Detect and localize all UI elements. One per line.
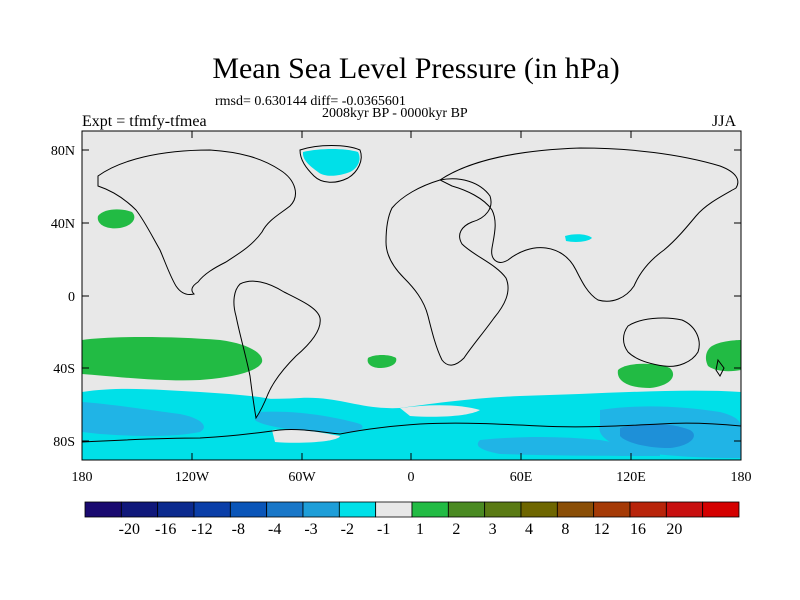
colorbar-swatch (702, 501, 740, 518)
negative-anomaly-patch-2 (255, 411, 363, 433)
colorbar-label: -20 (119, 521, 140, 538)
colorbar-label: 12 (594, 521, 610, 538)
lat-label: 40N (51, 217, 75, 232)
colorbar-label: -1 (377, 521, 390, 538)
colorbar-label: -16 (155, 521, 176, 538)
colorbar-swatch (193, 501, 231, 518)
coast-north-america (97, 149, 296, 295)
positive-anomaly-indian-ocean (617, 363, 674, 388)
negative-anomaly-core-1 (620, 423, 694, 448)
lon-label: 0 (408, 470, 415, 485)
coast-new-zealand (715, 358, 725, 377)
colorbar-label: -8 (232, 521, 245, 538)
colorbar-swatch (520, 501, 558, 518)
colorbar-label: 16 (630, 521, 646, 538)
colorbar-label: -12 (191, 521, 212, 538)
lat-label: 0 (68, 290, 75, 305)
colorbar-swatch (593, 501, 631, 518)
lat-label: 80N (51, 144, 75, 159)
positive-anomaly-south-pacific (82, 337, 263, 381)
colorbar-swatch (375, 501, 413, 518)
colorbar-swatch (84, 501, 122, 518)
colorbar-swatch (302, 501, 340, 518)
colorbar-label: 2 (452, 521, 460, 538)
antarctic-gap-2 (400, 405, 480, 417)
positive-anomaly-south-atlantic (367, 355, 397, 368)
negative-anomaly-patch-1 (82, 402, 204, 436)
colorbar-swatch (665, 501, 704, 518)
colorbar-swatch (556, 501, 595, 518)
colorbar-swatch (120, 501, 159, 518)
coast-asia (439, 147, 739, 302)
experiment-label: Expt = tfmfy-tfmea (82, 113, 207, 130)
colorbar-swatch (484, 501, 522, 518)
lon-label: 120E (616, 470, 646, 485)
lon-label: 180 (731, 470, 752, 485)
colorbar: -20 -16 -12 -8 -4 -3 -2 -1 1 2 3 4 8 12 16 20 (84, 501, 740, 538)
colorbar-swatch (157, 501, 195, 518)
lon-label: 120W (175, 470, 210, 485)
coast-antarctica (81, 422, 742, 443)
coast-south-america (233, 280, 321, 420)
coast-greenland (299, 145, 362, 183)
stats-label: rmsd= 0.630144 diff= -0.0365601 (215, 94, 406, 109)
negative-anomaly-tibet (565, 234, 592, 242)
lon-label: 60W (288, 470, 316, 485)
season-label: JJA (712, 113, 737, 130)
colorbar-swatch (229, 501, 268, 518)
period-label: 2008kyr BP - 0000kyr BP (322, 106, 468, 121)
lat-axis: 80N 40N 0 40S 80S (51, 144, 741, 450)
coastlines (81, 145, 742, 443)
negative-anomaly-patch-3 (477, 437, 660, 456)
colorbar-swatch (338, 501, 377, 518)
coast-australia (623, 317, 700, 367)
lon-label: 180 (72, 470, 93, 485)
coast-europe-africa (385, 178, 509, 366)
negative-anomaly-greenland (302, 149, 360, 176)
map-title: Mean Sea Level Pressure (in hPa) (212, 52, 620, 85)
colorbar-label: 3 (489, 521, 497, 538)
colorbar-label: -3 (304, 521, 317, 538)
lat-label: 80S (53, 435, 75, 450)
colorbar-swatch (629, 501, 667, 518)
colorbar-label: -2 (341, 521, 354, 538)
positive-anomaly-southwest-pacific (705, 340, 741, 372)
colorbar-swatch (447, 501, 486, 518)
positive-anomaly-north-pacific (97, 209, 135, 229)
lon-label: 60E (510, 470, 533, 485)
colorbar-label: 4 (525, 521, 533, 538)
antarctic-gap (272, 429, 340, 443)
colorbar-swatch (266, 501, 304, 518)
colorbar-label: 8 (561, 521, 569, 538)
lat-label: 40S (53, 362, 75, 377)
colorbar-label: -4 (268, 521, 281, 538)
colorbar-swatch (411, 501, 449, 518)
colorbar-label: 20 (666, 521, 682, 538)
colorbar-label: 1 (416, 521, 424, 538)
anomaly-regions (82, 149, 741, 460)
lon-axis: 180 120W 60W 0 60E 120E 180 (72, 131, 752, 485)
